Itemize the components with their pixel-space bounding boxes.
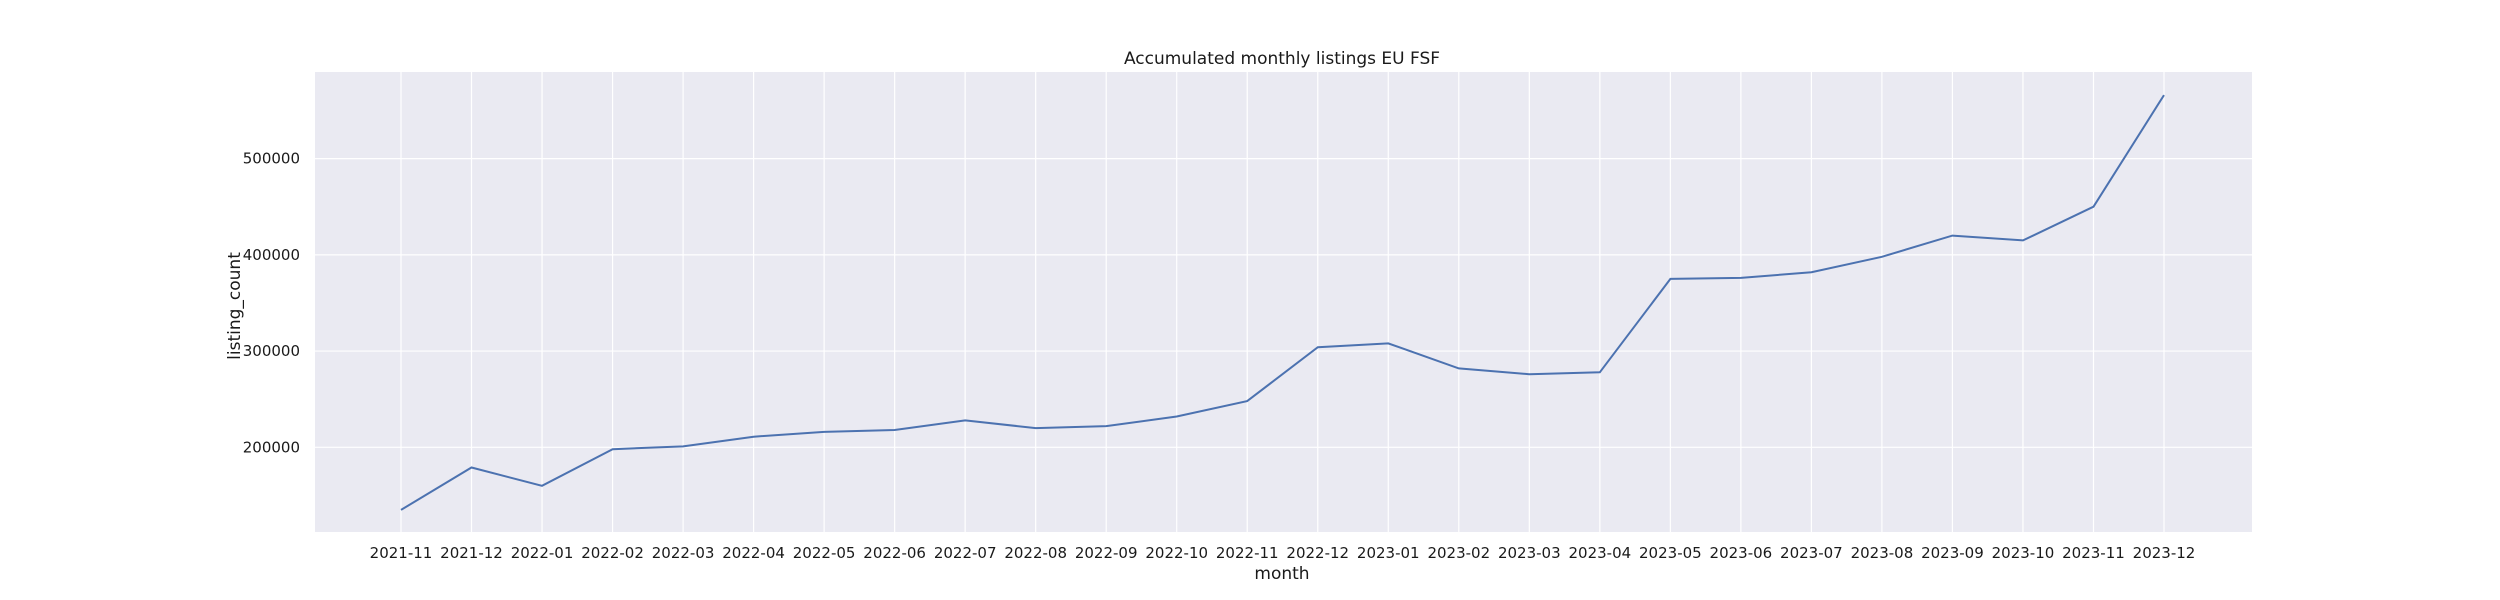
x-tick-label: 2022-04 [722,544,785,562]
x-tick-label: 2022-11 [1216,544,1279,562]
series-line [400,94,2165,511]
x-tick-label: 2023-04 [1568,544,1631,562]
x-tick-label: 2022-08 [1004,544,1067,562]
y-axis-title: listing_count [225,252,245,360]
y-axis-ticks: 200000 300000 400000 500000 [243,150,300,457]
x-tick-label: 2023-07 [1780,544,1843,562]
x-axis-title: month [1254,564,1309,584]
y-tick-label: 400000 [243,246,300,264]
x-tick-label: 2022-05 [793,544,856,562]
x-tick-label: 2023-10 [1992,544,2055,562]
x-tick-label: 2023-11 [2062,544,2125,562]
x-tick-label: 2022-12 [1286,544,1349,562]
x-tick-label: 2023-05 [1639,544,1702,562]
x-tick-label: 2022-10 [1145,544,1208,562]
x-tick-label: 2023-08 [1851,544,1914,562]
x-tick-label: 2022-03 [652,544,715,562]
x-tick-label: 2023-09 [1921,544,1984,562]
chart-title: Accumulated monthly listings EU FSF [1124,49,1440,69]
x-tick-label: 2021-12 [440,544,503,562]
x-tick-label: 2023-02 [1427,544,1490,562]
x-tick-label: 2023-06 [1710,544,1773,562]
y-tick-label: 500000 [243,150,300,168]
y-tick-label: 300000 [243,342,300,360]
x-tick-label: 2022-06 [863,544,926,562]
x-tick-label: 2023-01 [1357,544,1420,562]
x-tick-label: 2023-12 [2133,544,2196,562]
plot-area [315,72,2252,532]
x-tick-label: 2022-02 [581,544,644,562]
x-tick-label: 2021-11 [370,544,433,562]
y-tick-label: 200000 [243,438,300,456]
x-tick-label: 2022-07 [934,544,997,562]
x-tick-label: 2023-03 [1498,544,1561,562]
x-tick-label: 2022-01 [511,544,574,562]
x-tick-label: 2022-09 [1075,544,1138,562]
x-axis-ticks: 2021-11 2021-12 2022-01 2022-02 2022-03 2022-… [370,544,2196,562]
